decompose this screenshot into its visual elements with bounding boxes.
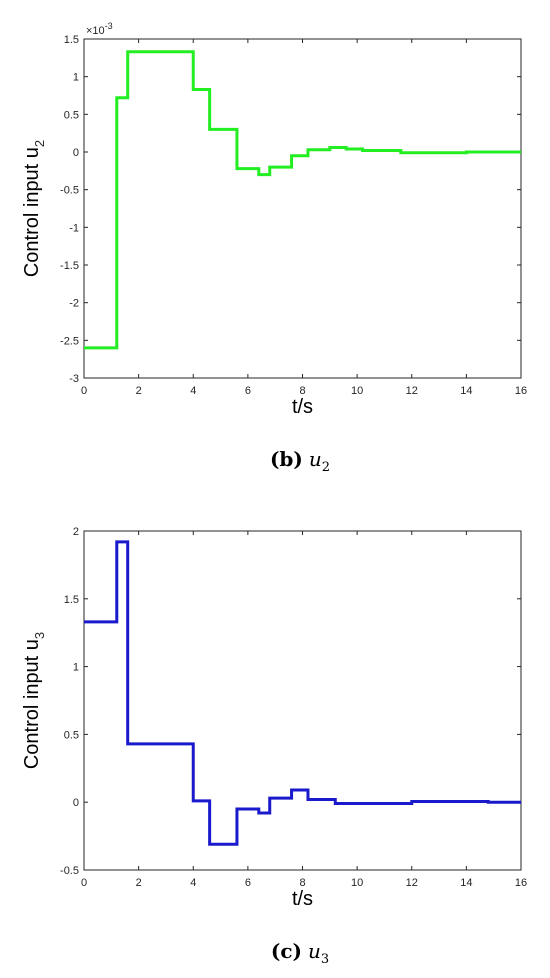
caption-variable: u [308, 939, 321, 963]
y-exponent-base: ×10 [86, 25, 105, 37]
y-tick-label: -2 [69, 298, 79, 310]
x-tick-label: 10 [351, 385, 363, 397]
y-tick-label: 0.5 [64, 729, 79, 741]
caption-variable: u [309, 447, 322, 471]
x-axis-label: t/s [292, 888, 313, 910]
y-tick-label: 1 [73, 72, 79, 84]
figure-caption: (c) u3 [271, 939, 329, 967]
x-tick-label: 0 [81, 877, 87, 889]
figure-caption: (b) u2 [270, 447, 330, 475]
caption-subscript: 3 [321, 952, 329, 967]
y-axis-label: Control input u2 [21, 140, 47, 277]
y-tick-label: 0.5 [64, 109, 79, 121]
x-tick-label: 8 [299, 877, 305, 889]
y-tick-label: -1.5 [60, 260, 79, 272]
x-tick-label: 4 [190, 877, 196, 889]
y-axis-label-text: Control input u [21, 147, 43, 277]
caption-letter: (b) [270, 447, 303, 471]
chart-u2: 0 2 4 6 8 10 12 14 16 -3 -2.5 -2 -1.5 -1 -0.5 0 0.5 1 1.5 ×… [21, 21, 527, 475]
y-tick-label: 1.5 [64, 34, 79, 46]
y-axis-label-subscript: 2 [32, 140, 47, 147]
x-tick-label: 6 [245, 877, 251, 889]
caption-letter: (c) [271, 939, 302, 963]
y-tick-label: 1.5 [64, 594, 79, 606]
y-axis-label-subscript: 3 [32, 632, 47, 639]
x-tick-label: 14 [460, 877, 472, 889]
plot-frame [83, 530, 522, 871]
y-exponent-power: -3 [105, 21, 113, 31]
y-tick-label: 1 [73, 662, 79, 674]
y-axis-label-text: Control input u [21, 639, 43, 769]
x-tick-label: 6 [245, 385, 251, 397]
series-line [84, 540, 521, 846]
x-tick-label: 8 [299, 385, 305, 397]
y-tick-label: -2.5 [60, 335, 79, 347]
y-exponent-label: ×10-3 [86, 21, 113, 37]
x-axis-label: t/s [292, 396, 313, 418]
y-tick-label: 0 [73, 147, 79, 159]
x-tick-label: 16 [515, 385, 527, 397]
x-tick-label: 16 [515, 877, 527, 889]
y-tick-label: -1 [69, 222, 79, 234]
x-tick-label: 12 [406, 877, 418, 889]
x-tick-label: 14 [460, 385, 472, 397]
y-tick-label: 0 [73, 797, 79, 809]
plot-frame [83, 38, 522, 379]
x-tick-label: 0 [81, 385, 87, 397]
x-tick-label: 2 [136, 385, 142, 397]
x-tick-label: 2 [136, 877, 142, 889]
y-tick-label: -0.5 [60, 865, 79, 877]
x-tick-label: 12 [406, 385, 418, 397]
y-tick-label: -3 [69, 373, 79, 385]
y-tick-label: -0.5 [60, 185, 79, 197]
y-axis-label: Control input u3 [21, 632, 47, 769]
series-line [84, 50, 521, 350]
caption-subscript: 2 [322, 460, 330, 475]
x-tick-label: 4 [190, 385, 196, 397]
x-tick-label: 10 [351, 877, 363, 889]
y-tick-label: 2 [73, 526, 79, 538]
